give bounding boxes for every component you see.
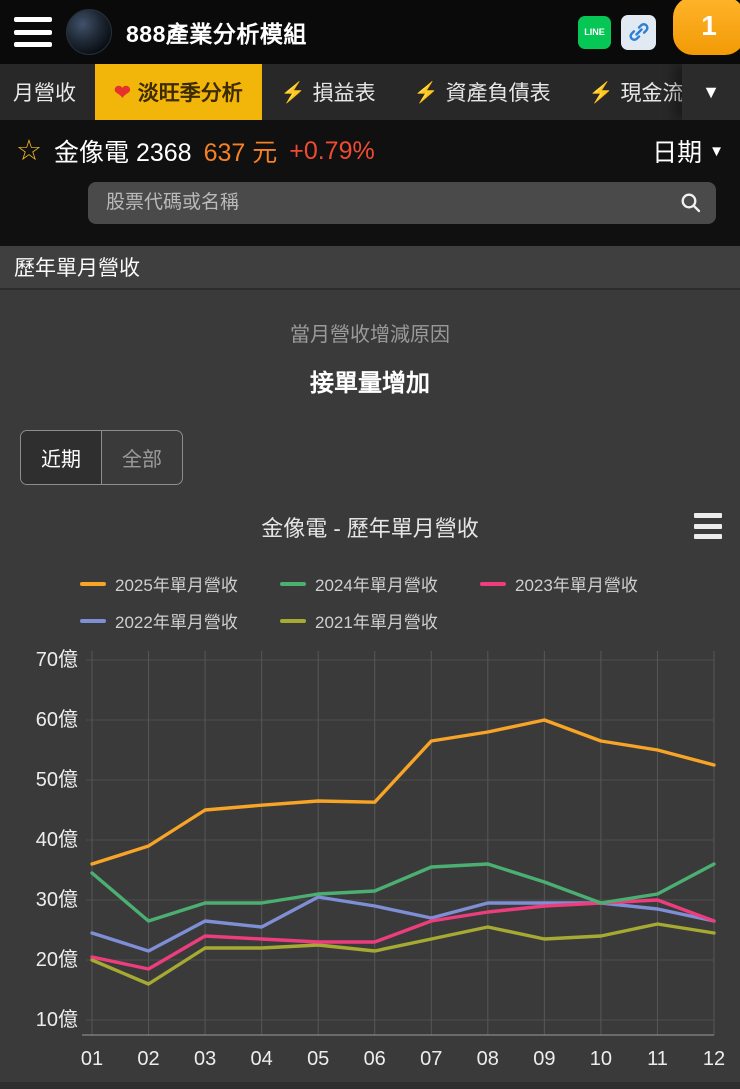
tab-cash-flow[interactable]: ⚡ 現金流 xyxy=(570,64,703,120)
svg-text:09: 09 xyxy=(533,1048,555,1070)
search-row xyxy=(0,173,740,246)
revenue-reason-label: 當月營收增減原因 xyxy=(290,324,450,346)
tab-label: 現金流 xyxy=(620,82,684,105)
stock-name-code: 金像電 2368 xyxy=(54,139,192,167)
line-app-icon[interactable]: LINE xyxy=(578,15,611,49)
range-toggle: 近期 全部 xyxy=(20,430,183,485)
chevron-down-icon: ▼ xyxy=(709,142,724,160)
legend-item-2025[interactable]: 2025年單月營收 xyxy=(80,571,280,596)
chart-panel: 當月營收增減原因 接單量增加 近期 全部 金像電 - 歷年單月營收 2025年單… xyxy=(0,290,740,1089)
tab-label: 資產負債表 xyxy=(445,82,551,105)
svg-text:05: 05 xyxy=(307,1048,329,1070)
tab-bar: 月營收 ❤ 淡旺季分析 ⚡ 損益表 ⚡ 資產負債表 ⚡ 現金流 ▼ xyxy=(0,64,740,120)
svg-text:07: 07 xyxy=(420,1048,442,1070)
svg-text:60億: 60億 xyxy=(36,708,78,731)
chart-header: 金像電 - 歷年單月營收 xyxy=(0,513,740,541)
legend-marker xyxy=(80,581,106,586)
legend-item-2022[interactable]: 2022年單月營收 xyxy=(80,608,280,633)
svg-text:20億: 20億 xyxy=(36,948,78,971)
chart-title: 金像電 - 歷年單月營收 xyxy=(261,516,479,541)
chevron-down-icon: ▼ xyxy=(702,81,720,102)
legend-item-2021[interactable]: 2021年單月營收 xyxy=(280,608,480,633)
svg-text:06: 06 xyxy=(364,1048,386,1070)
svg-text:02: 02 xyxy=(137,1048,159,1070)
bolt-icon: ⚡ xyxy=(280,81,306,104)
stock-price: 637 元 xyxy=(203,139,278,167)
date-label: 日期 xyxy=(652,139,703,167)
svg-text:01: 01 xyxy=(81,1048,103,1070)
legend-marker xyxy=(280,618,306,623)
legend-item-2024[interactable]: 2024年單月營收 xyxy=(280,571,480,596)
legend-label: 2021年單月營收 xyxy=(315,613,438,632)
tab-label: 月營收 xyxy=(13,82,76,105)
legend-marker xyxy=(280,581,306,586)
search-icon[interactable] xyxy=(680,192,702,219)
tab-label: 損益表 xyxy=(312,82,376,105)
stock-search-input[interactable] xyxy=(88,182,716,224)
tabs-overflow-button[interactable]: ▼ xyxy=(682,64,740,120)
chart-legend: 2025年單月營收 2024年單月營收 2023年單月營收 2022年單月營收 … xyxy=(0,571,740,633)
data-source-credit: 資料來源: 優分析 xyxy=(0,1082,740,1089)
bolt-icon: ⚡ xyxy=(588,81,614,104)
bolt-icon: ⚡ xyxy=(413,81,439,104)
chart-context-menu-icon[interactable] xyxy=(694,513,722,539)
legend-label: 2025年單月營收 xyxy=(115,576,238,595)
legend-label: 2022年單月營收 xyxy=(115,613,238,632)
legend-item-2023[interactable]: 2023年單月營收 xyxy=(480,571,680,596)
stock-change-percent: +0.79% xyxy=(289,136,375,165)
svg-text:12: 12 xyxy=(703,1048,725,1070)
section-title: 歷年單月營收 xyxy=(0,246,740,290)
hamburger-menu-icon[interactable] xyxy=(14,17,52,47)
tab-balance-sheet[interactable]: ⚡ 資產負債表 xyxy=(395,64,570,120)
legend-marker xyxy=(480,581,506,586)
app-logo xyxy=(66,9,112,55)
heart-icon: ❤ xyxy=(114,81,131,104)
search-box xyxy=(88,182,716,224)
svg-text:40億: 40億 xyxy=(36,828,78,851)
tab-monthly-revenue[interactable]: 月營收 xyxy=(0,64,95,120)
app-header: 888產業分析模組 LINE 1 xyxy=(0,0,740,64)
revenue-reason-value: 接單量增加 xyxy=(310,370,430,397)
stock-info-row: ☆ 金像電 2368 637 元 +0.79% 日期 ▼ xyxy=(0,120,740,173)
tab-label: 淡旺季分析 xyxy=(137,82,243,105)
svg-text:04: 04 xyxy=(250,1048,272,1070)
app-title: 888產業分析模組 xyxy=(126,21,307,47)
share-link-icon[interactable] xyxy=(621,14,656,50)
notification-badge[interactable]: 1 xyxy=(673,0,740,55)
tab-income-statement[interactable]: ⚡ 損益表 xyxy=(262,64,395,120)
svg-text:11: 11 xyxy=(647,1048,668,1070)
svg-text:50億: 50億 xyxy=(36,768,78,791)
date-dropdown[interactable]: 日期 ▼ xyxy=(652,133,724,169)
tab-seasonal-analysis[interactable]: ❤ 淡旺季分析 xyxy=(95,64,262,120)
svg-text:10億: 10億 xyxy=(36,1008,78,1031)
svg-text:30億: 30億 xyxy=(36,888,78,911)
svg-text:10: 10 xyxy=(590,1048,612,1070)
legend-label: 2024年單月營收 xyxy=(315,576,438,595)
svg-text:03: 03 xyxy=(194,1048,216,1070)
toggle-recent-button[interactable]: 近期 xyxy=(21,431,102,484)
legend-label: 2023年單月營收 xyxy=(515,576,638,595)
svg-text:08: 08 xyxy=(477,1048,499,1070)
favorite-star-icon[interactable]: ☆ xyxy=(16,134,42,167)
legend-marker xyxy=(80,618,106,623)
svg-text:70億: 70億 xyxy=(36,648,78,671)
toggle-all-button[interactable]: 全部 xyxy=(122,449,162,471)
chart-plot-area: 70億 60億 50億 40億 30億 20億 10億 01 02 03 04 05 06 07 08 09 1… xyxy=(0,637,740,1082)
